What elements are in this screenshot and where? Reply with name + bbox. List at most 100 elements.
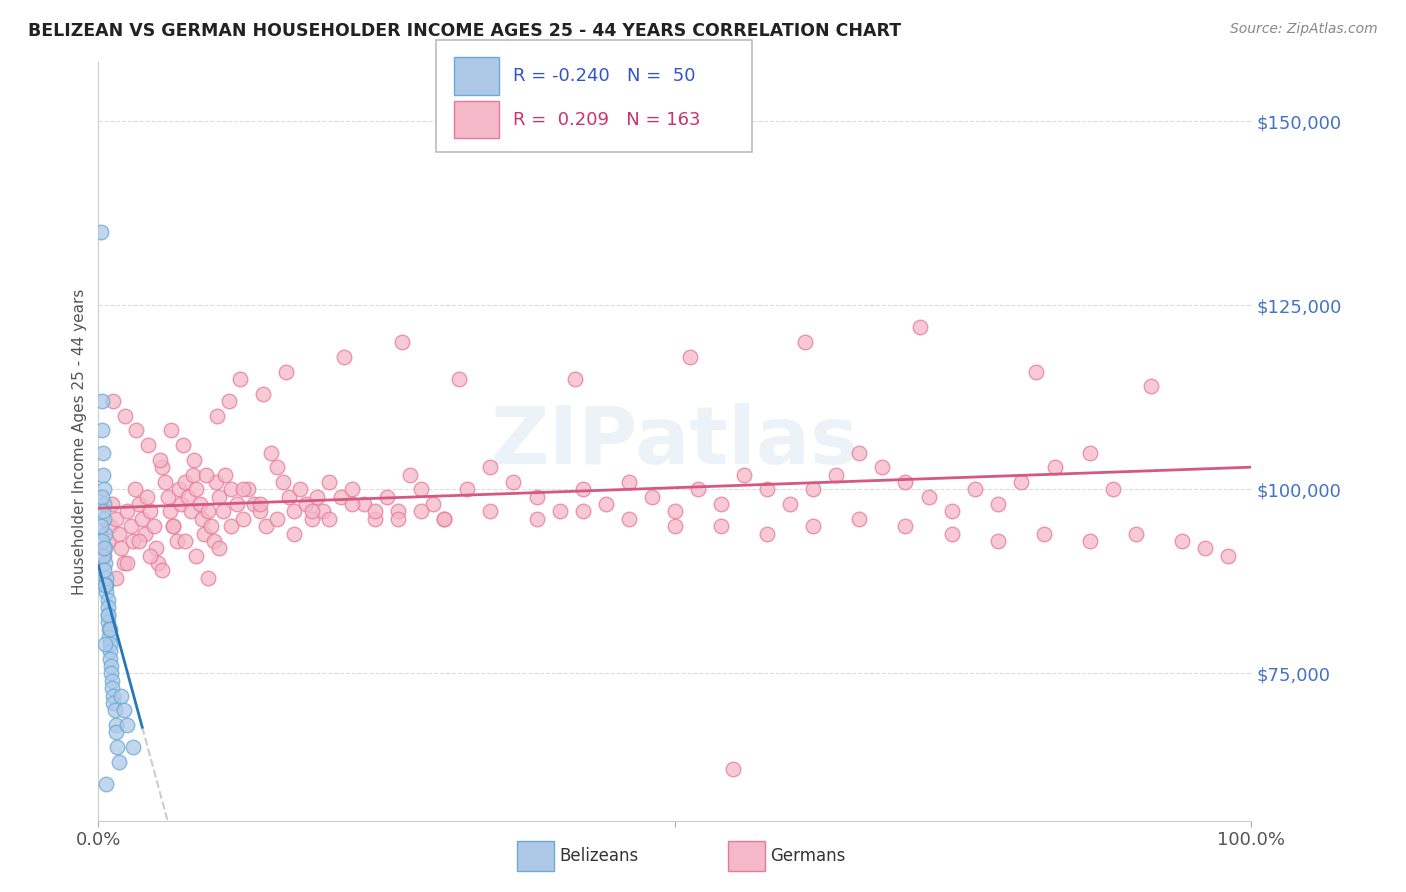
Point <box>1010 475 1032 489</box>
Point <box>387 512 409 526</box>
Point <box>595 497 617 511</box>
Point <box>180 504 202 518</box>
Point <box>641 490 664 504</box>
Point <box>103 689 125 703</box>
Point <box>101 497 124 511</box>
Point <box>128 533 150 548</box>
Point <box>97 607 120 622</box>
Point <box>108 526 131 541</box>
Point <box>329 490 352 504</box>
Point <box>1125 526 1147 541</box>
Point <box>197 504 219 518</box>
Point <box>117 718 139 732</box>
Point <box>166 533 188 548</box>
Point <box>150 563 173 577</box>
Point <box>174 475 197 489</box>
Point <box>266 460 288 475</box>
Point <box>91 504 114 518</box>
Point <box>733 467 755 482</box>
Point <box>1078 445 1101 459</box>
Point <box>97 607 120 622</box>
Point <box>136 438 159 452</box>
Point <box>391 335 413 350</box>
Point <box>172 438 194 452</box>
Point <box>94 637 117 651</box>
Point <box>96 578 118 592</box>
Point <box>174 533 197 548</box>
Point <box>98 519 121 533</box>
Point <box>1032 526 1054 541</box>
Point <box>848 445 870 459</box>
Point <box>167 483 190 497</box>
Point <box>91 467 114 482</box>
Point <box>1218 549 1240 563</box>
Point <box>340 497 363 511</box>
Point <box>104 571 127 585</box>
Point <box>963 483 986 497</box>
Point <box>100 659 122 673</box>
Point <box>93 512 115 526</box>
Point <box>848 512 870 526</box>
Point <box>93 541 115 556</box>
Point <box>101 673 124 688</box>
Point <box>96 777 118 791</box>
Point <box>910 320 932 334</box>
Point <box>1045 460 1067 475</box>
Text: Belizeans: Belizeans <box>560 847 638 865</box>
Point <box>208 490 231 504</box>
Point <box>131 512 153 526</box>
Point <box>181 467 204 482</box>
Point <box>94 526 117 541</box>
Point <box>219 519 242 533</box>
Point <box>214 467 236 482</box>
Point <box>100 666 122 681</box>
Point <box>526 490 548 504</box>
Point <box>197 571 219 585</box>
Point <box>202 533 225 548</box>
Point <box>318 512 340 526</box>
Point <box>97 533 120 548</box>
Point <box>375 490 398 504</box>
Point <box>205 475 228 489</box>
Point <box>94 578 117 592</box>
Point <box>162 519 184 533</box>
Point <box>156 490 179 504</box>
Point <box>571 483 593 497</box>
Point <box>194 467 217 482</box>
Point <box>90 394 112 409</box>
Point <box>148 556 170 570</box>
Point <box>160 424 183 438</box>
Point <box>433 512 456 526</box>
Point <box>93 483 115 497</box>
Point <box>120 519 142 533</box>
Point <box>150 460 173 475</box>
Point <box>794 335 817 350</box>
Point <box>96 571 118 585</box>
Point <box>411 504 433 518</box>
Point <box>117 556 139 570</box>
Point <box>801 483 824 497</box>
Point <box>96 585 118 599</box>
Point <box>110 541 132 556</box>
Point <box>188 497 211 511</box>
Point <box>307 490 329 504</box>
Point <box>103 696 125 710</box>
Point <box>679 350 702 364</box>
Text: Source: ZipAtlas.com: Source: ZipAtlas.com <box>1230 22 1378 37</box>
Text: R = -0.240   N =  50: R = -0.240 N = 50 <box>513 67 696 85</box>
Point <box>318 475 340 489</box>
Point <box>254 519 277 533</box>
Point <box>93 563 115 577</box>
Point <box>219 483 242 497</box>
Point <box>243 497 266 511</box>
Point <box>212 504 235 518</box>
Point <box>987 533 1010 548</box>
Point <box>94 556 117 570</box>
Point <box>155 475 177 489</box>
Point <box>186 483 208 497</box>
Point <box>139 549 162 563</box>
Point <box>159 504 181 518</box>
Point <box>333 350 356 364</box>
Point <box>548 504 571 518</box>
Point <box>1078 533 1101 548</box>
